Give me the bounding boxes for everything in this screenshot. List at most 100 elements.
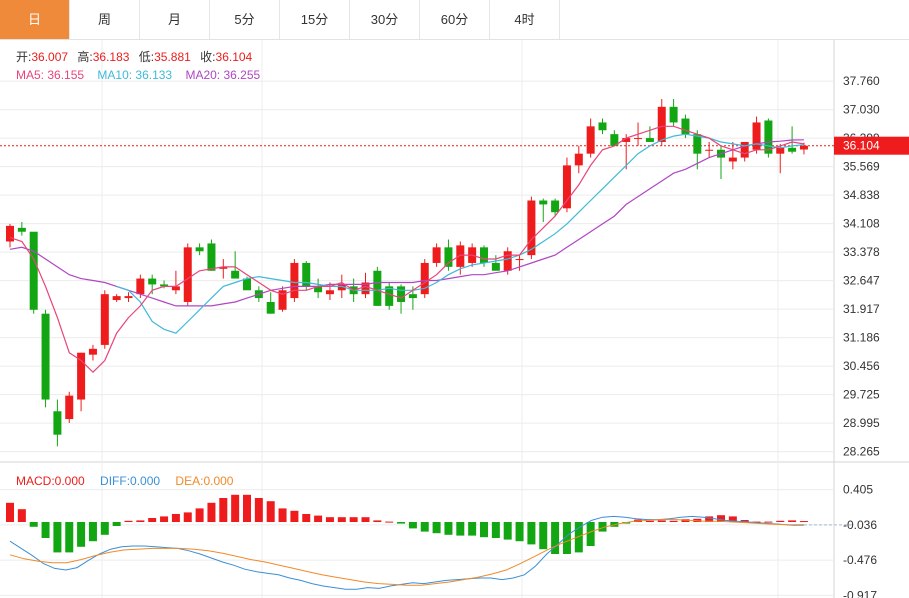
- macd-histogram-bar: [337, 517, 346, 522]
- candle: [776, 143, 785, 174]
- candle-body: [337, 284, 346, 291]
- price-tick-label: 34.108: [843, 217, 880, 231]
- macd-histogram-bar: [717, 515, 725, 522]
- macd-histogram-bar: [148, 518, 157, 522]
- candle-body: [586, 126, 595, 154]
- candle: [799, 142, 808, 155]
- macd-histogram-bar: [397, 522, 406, 524]
- candle-body: [610, 134, 619, 146]
- candle: [160, 280, 169, 289]
- macd-histogram-bar: [373, 520, 382, 522]
- candle-body: [456, 245, 465, 267]
- candle: [6, 223, 14, 248]
- macd-histogram-bar: [278, 508, 287, 522]
- candle: [88, 344, 97, 361]
- tab-week[interactable]: 周: [70, 0, 140, 39]
- tab-30min[interactable]: 30分: [350, 0, 420, 39]
- price-tick-label: 29.725: [843, 388, 880, 402]
- price-tick-label: 37.760: [843, 74, 880, 88]
- candle: [100, 290, 109, 349]
- macd-histogram-bar: [77, 522, 86, 547]
- ma20-value: 36.255: [223, 68, 260, 82]
- macd-histogram-bar: [551, 522, 560, 554]
- candle: [432, 243, 441, 267]
- price-tick-label: 28.995: [843, 416, 880, 430]
- tab-day[interactable]: 日: [0, 0, 70, 39]
- chart-area[interactable]: 37.76037.03036.29935.56934.83834.10833.3…: [0, 40, 909, 598]
- candle-body: [219, 266, 228, 269]
- macd-tick-label: -0.917: [843, 588, 877, 598]
- macd-histogram-bar: [41, 522, 50, 538]
- candle-body: [302, 262, 311, 287]
- candle: [266, 292, 275, 314]
- tab-5min[interactable]: 5分: [210, 0, 280, 39]
- tab-4hour[interactable]: 4时: [490, 0, 560, 39]
- price-tick-label: 33.378: [843, 245, 880, 259]
- tab-15min[interactable]: 15分: [280, 0, 350, 39]
- candle-body: [776, 147, 785, 154]
- price-tick-label: 31.186: [843, 331, 880, 345]
- candle: [752, 116, 761, 154]
- macd-histogram-bar: [776, 520, 785, 522]
- candle-body: [788, 147, 797, 152]
- macd-histogram-bar: [361, 517, 370, 522]
- candle: [717, 145, 725, 180]
- candle: [41, 309, 50, 408]
- candle: [231, 251, 240, 279]
- macd-label: MACD:: [16, 474, 55, 488]
- candle: [385, 282, 394, 310]
- candle-body: [65, 395, 74, 420]
- price-tick-label: 32.647: [843, 274, 880, 288]
- candle: [551, 198, 560, 217]
- macd-histogram-bar: [728, 516, 737, 522]
- candle-body: [669, 106, 678, 123]
- macd-histogram-bar: [325, 517, 334, 522]
- macd-histogram-bar: [65, 522, 74, 553]
- candle-body: [551, 200, 560, 213]
- candle-body: [444, 247, 453, 267]
- dea-value: 0.000: [203, 474, 233, 488]
- info-line-ma: MA5: 36.155 MA10: 36.133 MA20: 36.255: [16, 68, 260, 82]
- macd-histogram-bar: [788, 520, 797, 522]
- candle-body: [503, 251, 512, 271]
- low-value: 35.881: [154, 50, 191, 64]
- macd-histogram-bar: [195, 508, 204, 522]
- price-tick-label: 28.265: [843, 445, 880, 459]
- macd-histogram-bar: [17, 509, 26, 522]
- candle-body: [420, 262, 429, 295]
- candle-body: [527, 200, 536, 256]
- candle-body: [231, 270, 240, 279]
- candle: [171, 270, 180, 295]
- candle: [562, 157, 571, 213]
- candle-body: [100, 294, 109, 345]
- macd-histogram-bar: [586, 522, 595, 546]
- macd-histogram-bar: [112, 522, 121, 526]
- macd-histogram-bar: [752, 521, 761, 523]
- candle: [195, 243, 204, 256]
- candle: [302, 261, 311, 291]
- macd-histogram-bar: [88, 522, 97, 542]
- macd-histogram-bar: [254, 498, 263, 522]
- candle-body: [290, 262, 299, 299]
- macd-histogram-bar: [266, 501, 275, 522]
- high-label: 高:: [77, 49, 92, 64]
- macd-histogram-bar: [432, 522, 441, 534]
- candle: [539, 198, 548, 222]
- tab-60min[interactable]: 60分: [420, 0, 490, 39]
- candle-body: [6, 225, 14, 242]
- macd-histogram-bar: [764, 521, 773, 523]
- macd-histogram-bar: [100, 522, 109, 535]
- candle-body: [562, 165, 571, 209]
- macd-histogram-bar: [302, 514, 311, 522]
- candle-body: [136, 278, 145, 295]
- open-value: 36.007: [31, 50, 68, 64]
- macd-histogram-bar: [456, 522, 465, 536]
- info-line-ohlc: 开:36.007 高:36.183 低:35.881 收:36.104: [16, 49, 253, 64]
- candle-body: [432, 247, 441, 263]
- candlestick-series: [6, 99, 808, 447]
- macd-histogram-bar: [539, 522, 548, 550]
- candle: [598, 118, 607, 135]
- macd-tick-label: 0.405: [843, 483, 873, 497]
- tab-month[interactable]: 月: [140, 0, 210, 39]
- candle: [491, 255, 500, 271]
